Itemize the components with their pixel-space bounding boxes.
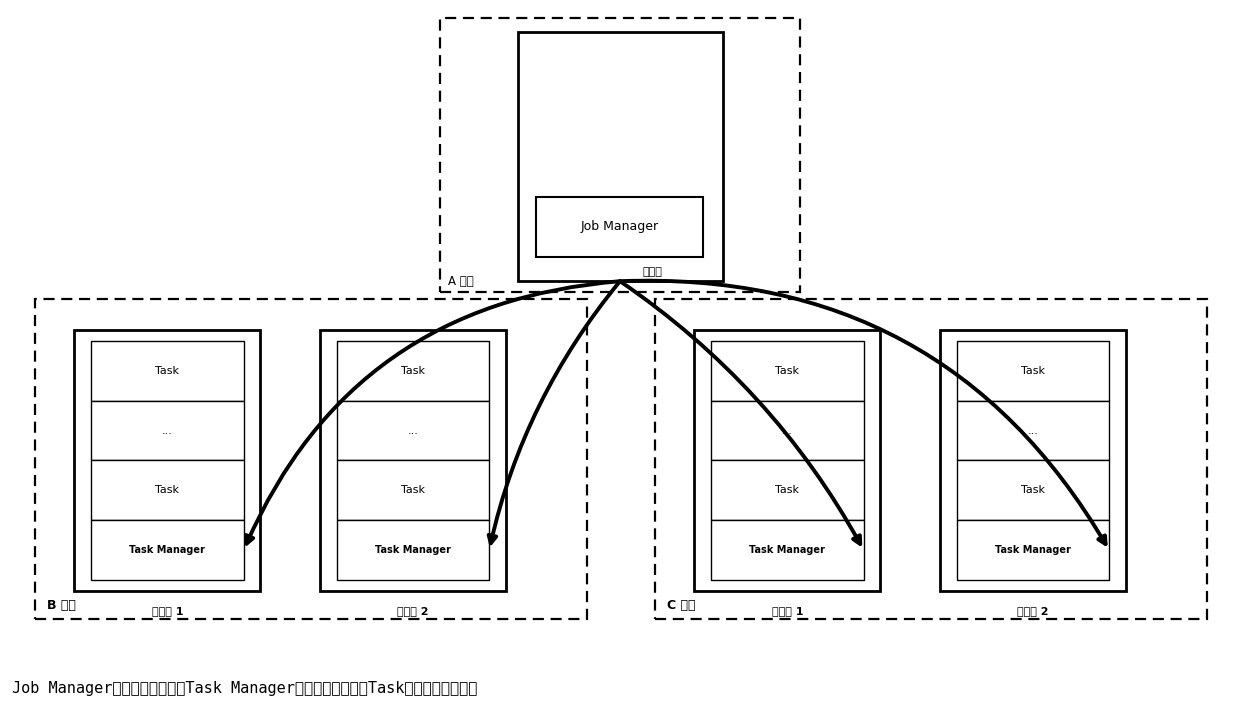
Text: Job Manager: Job Manager: [580, 220, 658, 233]
FancyBboxPatch shape: [337, 341, 489, 401]
Text: A 机房: A 机房: [448, 275, 474, 288]
Text: Task Manager: Task Manager: [994, 546, 1071, 555]
Text: C 机房: C 机房: [667, 599, 696, 612]
Text: Task: Task: [775, 366, 800, 375]
FancyArrowPatch shape: [620, 280, 1106, 544]
FancyBboxPatch shape: [957, 401, 1110, 460]
FancyBboxPatch shape: [712, 341, 863, 401]
Text: 服务器: 服务器: [642, 267, 663, 277]
Text: Task: Task: [775, 485, 800, 496]
FancyBboxPatch shape: [957, 460, 1110, 520]
FancyBboxPatch shape: [957, 341, 1110, 401]
Text: Task: Task: [155, 366, 180, 375]
Text: ...: ...: [1028, 425, 1038, 436]
FancyBboxPatch shape: [518, 32, 723, 281]
FancyBboxPatch shape: [337, 520, 489, 580]
Text: 服务器 2: 服务器 2: [397, 606, 429, 616]
FancyBboxPatch shape: [92, 341, 243, 401]
FancyBboxPatch shape: [440, 18, 800, 292]
FancyArrowPatch shape: [620, 281, 861, 544]
FancyArrowPatch shape: [489, 281, 620, 543]
Text: Task: Task: [401, 485, 425, 496]
FancyBboxPatch shape: [337, 460, 489, 520]
Text: Task: Task: [155, 485, 180, 496]
Text: Job Manager：作业管理模块；Task Manager：任务管理模块；Task：任务处理模块；: Job Manager：作业管理模块；Task Manager：任务管理模块；T…: [12, 681, 477, 696]
FancyBboxPatch shape: [320, 330, 506, 591]
Text: 服务器 1: 服务器 1: [151, 606, 184, 616]
Text: ...: ...: [782, 425, 792, 436]
Text: 服务器 1: 服务器 1: [771, 606, 804, 616]
FancyBboxPatch shape: [92, 520, 243, 580]
Text: Task: Task: [1021, 366, 1045, 375]
FancyBboxPatch shape: [655, 299, 1207, 619]
FancyArrowPatch shape: [246, 281, 620, 543]
FancyBboxPatch shape: [92, 460, 243, 520]
FancyBboxPatch shape: [74, 330, 260, 591]
Text: Task Manager: Task Manager: [374, 546, 451, 555]
FancyBboxPatch shape: [337, 401, 489, 460]
Text: B 机房: B 机房: [47, 599, 76, 612]
FancyBboxPatch shape: [940, 330, 1126, 591]
FancyBboxPatch shape: [712, 460, 863, 520]
Text: Task: Task: [1021, 485, 1045, 496]
FancyBboxPatch shape: [92, 401, 243, 460]
Text: ...: ...: [408, 425, 418, 436]
FancyBboxPatch shape: [712, 520, 863, 580]
FancyBboxPatch shape: [694, 330, 880, 591]
Text: Task Manager: Task Manager: [129, 546, 206, 555]
FancyBboxPatch shape: [957, 520, 1110, 580]
Text: 服务器 2: 服务器 2: [1017, 606, 1049, 616]
FancyBboxPatch shape: [35, 299, 587, 619]
Text: Task Manager: Task Manager: [749, 546, 826, 555]
Text: ...: ...: [162, 425, 172, 436]
Text: Task: Task: [401, 366, 425, 375]
FancyBboxPatch shape: [712, 401, 863, 460]
FancyBboxPatch shape: [536, 197, 703, 257]
